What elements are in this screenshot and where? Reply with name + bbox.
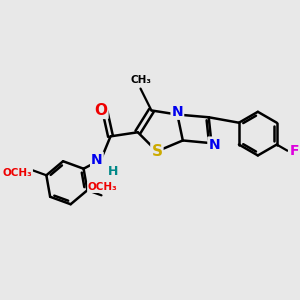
Text: H: H [108, 165, 119, 178]
Text: O: O [94, 103, 107, 118]
Text: F: F [290, 144, 299, 158]
Text: OCH₃: OCH₃ [2, 168, 32, 178]
Text: N: N [172, 105, 183, 119]
Text: S: S [152, 144, 162, 159]
Text: N: N [208, 137, 220, 152]
Text: N: N [91, 152, 103, 167]
Text: CH₃: CH₃ [130, 75, 151, 85]
Text: OCH₃: OCH₃ [88, 182, 118, 192]
